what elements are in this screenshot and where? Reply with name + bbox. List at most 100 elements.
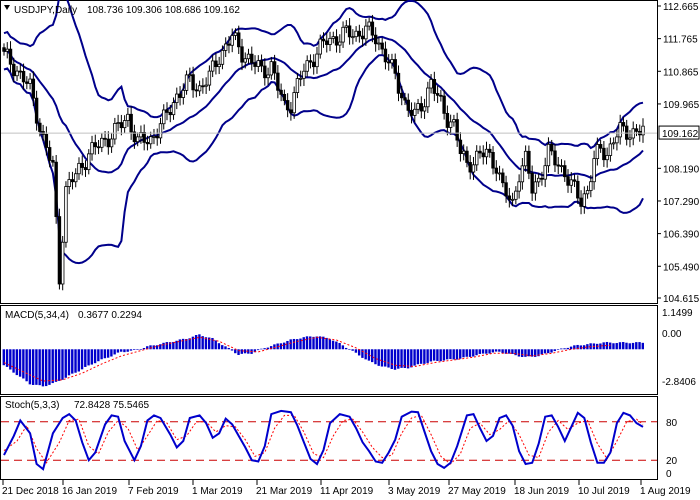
macd-bar xyxy=(618,342,622,350)
date-tick-label: 27 May 2019 xyxy=(448,486,506,497)
price-ohlc-readout: 108.736 109.306 108.686 109.162 xyxy=(87,5,240,16)
candle-body xyxy=(266,74,270,79)
macd-bar xyxy=(35,349,38,385)
candle-body xyxy=(227,43,231,46)
candle-body xyxy=(602,147,606,161)
price-tick-label: 110.865 xyxy=(663,67,699,78)
candle-body xyxy=(31,78,36,99)
macd-signal-line xyxy=(3,336,611,382)
macd-bar xyxy=(266,347,270,350)
candle-body xyxy=(406,99,410,111)
candle-body xyxy=(250,53,254,64)
candle-body xyxy=(488,148,492,153)
macd-bar xyxy=(100,349,103,360)
candle-body xyxy=(119,122,124,129)
candle-body xyxy=(546,143,551,167)
macd-bar xyxy=(475,349,478,356)
macd-bar xyxy=(361,349,364,358)
candle xyxy=(325,32,329,53)
candle-body xyxy=(556,164,560,167)
candle xyxy=(452,114,456,127)
macd-bar xyxy=(234,349,237,354)
candle xyxy=(126,108,130,127)
candle xyxy=(285,93,290,118)
candle xyxy=(289,101,293,121)
candle-body xyxy=(70,179,75,183)
candle xyxy=(175,87,179,110)
macd-bar xyxy=(520,349,524,357)
candle-body xyxy=(641,125,645,136)
macd-bar xyxy=(550,349,553,353)
macd-bar xyxy=(123,349,126,353)
candle xyxy=(220,45,225,70)
candle-body xyxy=(585,190,590,195)
candle-body xyxy=(171,102,176,116)
macd-bar xyxy=(331,340,335,350)
candle-body xyxy=(351,36,355,39)
macd-bar xyxy=(139,349,142,350)
macd-bar xyxy=(328,339,332,350)
candle xyxy=(122,115,127,134)
candle-body xyxy=(178,93,182,98)
candle xyxy=(116,114,120,132)
candle-body xyxy=(409,109,414,116)
macd-bar xyxy=(54,349,58,382)
macd-bar xyxy=(371,349,374,363)
collapse-triangle-icon[interactable] xyxy=(4,5,10,10)
candle xyxy=(34,90,39,131)
macd-bar xyxy=(514,349,517,356)
candle xyxy=(28,73,32,90)
candle-body xyxy=(514,190,518,200)
candle xyxy=(403,92,407,106)
stoch-tick-label: 20 xyxy=(666,456,678,467)
candle-body xyxy=(468,162,472,173)
candle-body xyxy=(126,113,130,121)
candle xyxy=(279,83,283,102)
macd-bar xyxy=(5,349,9,367)
candle xyxy=(589,175,593,198)
macd-bar xyxy=(93,349,97,364)
candle-body xyxy=(354,30,358,38)
candle-body xyxy=(67,179,71,187)
macd-bar xyxy=(240,349,243,354)
candle-body xyxy=(523,150,528,167)
candle-body xyxy=(608,143,613,156)
macd-bar xyxy=(25,349,28,382)
candle xyxy=(132,124,137,149)
date-tick-label: 18 Jun 2019 xyxy=(514,486,569,497)
candle-body xyxy=(15,70,19,77)
candle-body xyxy=(455,119,459,141)
candle xyxy=(184,70,189,95)
candle-body xyxy=(223,43,228,51)
macd-bar xyxy=(455,349,459,360)
candle xyxy=(165,102,169,121)
price-tick-label: 106.390 xyxy=(663,230,700,241)
macd-bar xyxy=(12,349,15,373)
candle xyxy=(155,128,159,146)
candle-body xyxy=(207,70,212,86)
macd-bar xyxy=(481,349,485,354)
macd-bar xyxy=(459,349,462,359)
price-tick-label: 105.490 xyxy=(663,262,700,273)
macd-bar xyxy=(397,349,400,369)
candle-body xyxy=(149,136,153,145)
candle xyxy=(478,145,482,159)
macd-tick-label: 1.1499 xyxy=(662,308,693,319)
candle-body xyxy=(158,123,163,139)
candle-body xyxy=(315,53,319,68)
candle-body xyxy=(279,89,283,95)
candle-body xyxy=(201,85,205,88)
candle xyxy=(432,71,437,102)
candle-body xyxy=(458,139,463,155)
macd-bar xyxy=(84,349,87,367)
candle xyxy=(217,56,221,75)
candle-body xyxy=(93,142,97,148)
candle xyxy=(57,208,62,290)
macd-bar xyxy=(357,349,361,356)
candle-body xyxy=(390,59,394,64)
candle-body xyxy=(197,85,202,92)
macd-bar xyxy=(354,349,358,353)
candle-body xyxy=(432,79,437,94)
macd-bar xyxy=(406,349,410,369)
